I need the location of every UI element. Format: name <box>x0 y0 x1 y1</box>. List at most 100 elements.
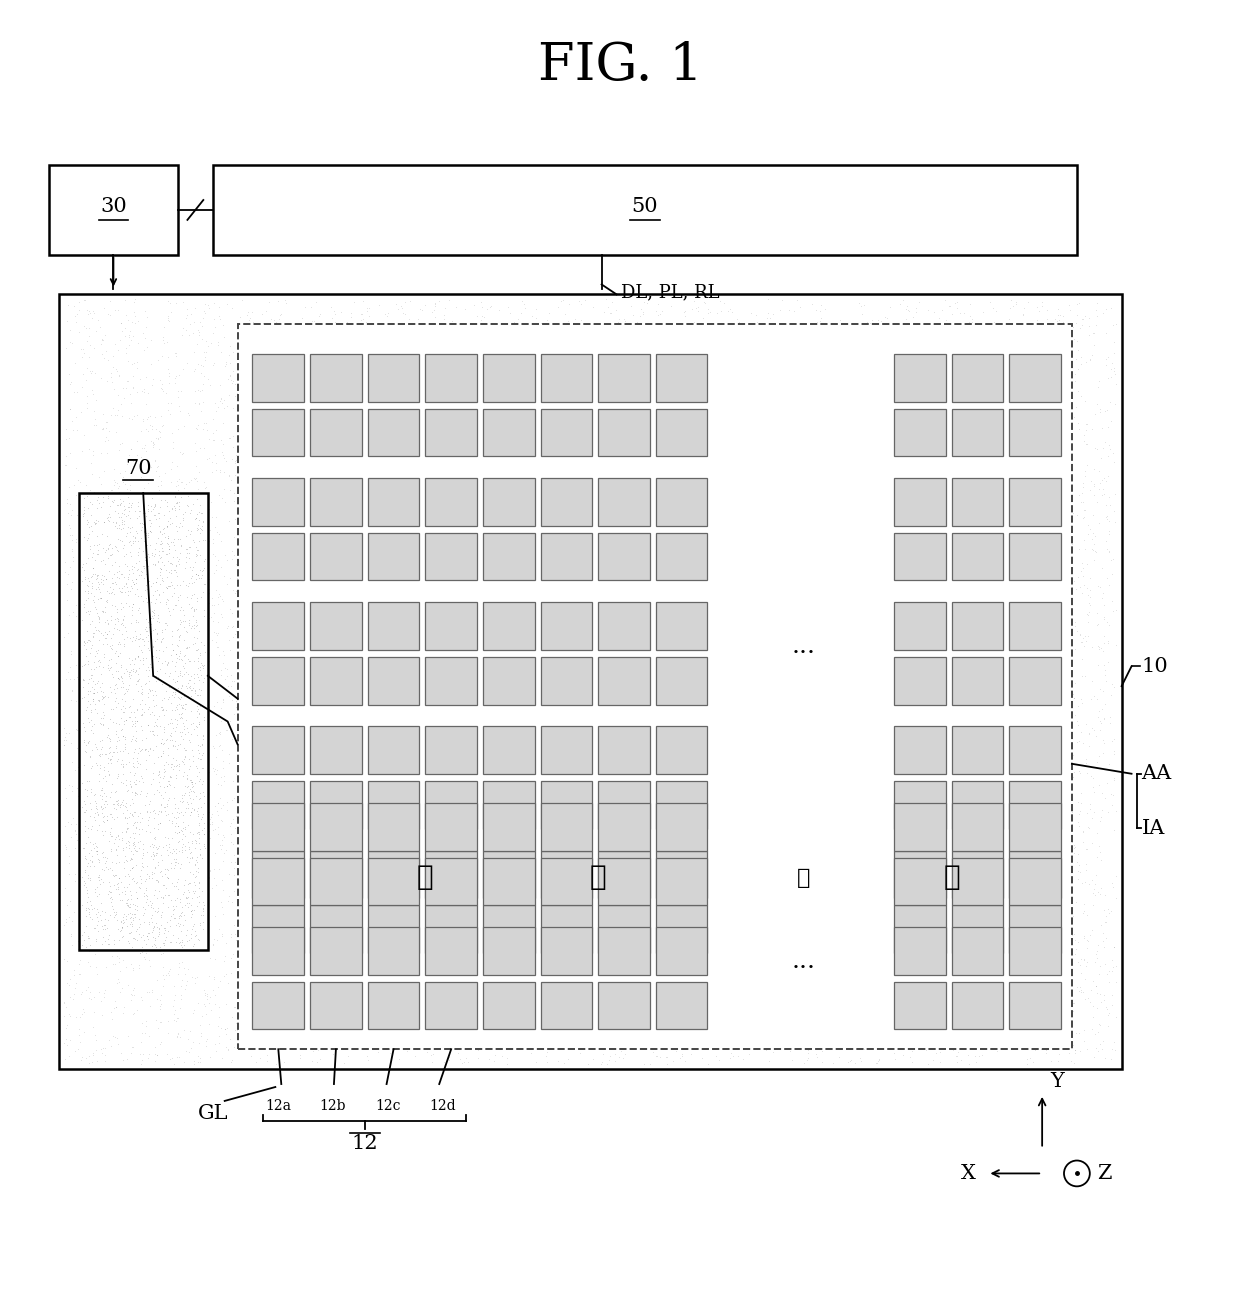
Point <box>787 345 807 366</box>
Point <box>910 757 930 778</box>
Point <box>985 652 1004 673</box>
Point <box>125 801 145 822</box>
Point <box>733 433 753 453</box>
Point <box>445 598 465 619</box>
Point <box>236 704 255 725</box>
Point <box>868 402 888 422</box>
Point <box>83 1043 103 1063</box>
Point <box>208 612 228 633</box>
Point <box>159 506 179 527</box>
Point <box>247 1009 267 1030</box>
Point <box>582 999 601 1019</box>
Point <box>810 682 830 703</box>
Point <box>213 641 233 662</box>
Point <box>511 855 531 876</box>
Point <box>1030 845 1050 866</box>
Point <box>918 933 937 953</box>
Point <box>61 579 81 599</box>
Point <box>122 868 141 889</box>
Point <box>301 1018 321 1039</box>
Point <box>324 663 343 683</box>
Point <box>394 871 414 891</box>
Point <box>76 937 95 957</box>
Point <box>138 499 157 519</box>
Point <box>944 827 963 848</box>
Point <box>165 486 185 506</box>
Point <box>413 784 433 805</box>
Point <box>195 870 215 890</box>
Point <box>326 638 346 659</box>
Point <box>112 828 131 849</box>
Point <box>95 597 115 618</box>
Point <box>1064 767 1084 788</box>
Point <box>74 490 94 510</box>
Point <box>678 381 698 402</box>
Point <box>575 623 595 643</box>
Point <box>603 801 622 822</box>
Point <box>823 969 843 990</box>
Point <box>73 640 93 660</box>
Point <box>487 1006 507 1027</box>
Point <box>636 968 656 988</box>
Point <box>169 629 188 650</box>
Point <box>1001 1022 1021 1043</box>
Point <box>413 793 433 814</box>
Point <box>160 522 180 543</box>
Point <box>526 381 546 402</box>
Point <box>681 974 701 995</box>
Point <box>150 881 170 902</box>
Point <box>166 813 186 833</box>
Point <box>255 646 275 667</box>
Point <box>296 836 316 857</box>
Point <box>379 930 399 951</box>
Point <box>149 584 169 605</box>
Point <box>389 411 409 432</box>
Point <box>1045 379 1065 399</box>
Point <box>170 442 190 463</box>
Point <box>120 1043 140 1063</box>
Point <box>908 422 928 443</box>
Point <box>1013 846 1033 867</box>
Point <box>640 425 660 446</box>
Point <box>978 380 998 401</box>
Point <box>126 767 146 788</box>
Point <box>157 291 177 311</box>
Point <box>1023 623 1043 643</box>
Point <box>190 713 210 734</box>
Point <box>906 941 926 961</box>
Point <box>166 842 186 863</box>
Point <box>188 877 208 898</box>
Point <box>72 610 92 630</box>
Point <box>120 774 140 795</box>
Point <box>544 549 564 570</box>
Point <box>327 983 347 1004</box>
Point <box>425 662 445 682</box>
Point <box>729 774 749 795</box>
Point <box>149 508 169 528</box>
Point <box>646 566 666 587</box>
Point <box>646 1045 666 1066</box>
Point <box>402 652 422 673</box>
Point <box>1104 819 1123 840</box>
Point <box>1080 722 1100 743</box>
Point <box>423 696 443 717</box>
Point <box>154 729 174 749</box>
Point <box>873 598 893 619</box>
Point <box>1038 366 1058 386</box>
Point <box>341 359 361 380</box>
Point <box>577 558 596 579</box>
Point <box>117 796 136 817</box>
Point <box>73 770 93 791</box>
Point <box>146 611 166 632</box>
Point <box>1045 738 1065 758</box>
Point <box>126 721 146 742</box>
Point <box>125 872 145 893</box>
Point <box>396 304 415 324</box>
Point <box>965 662 985 682</box>
Point <box>773 805 792 826</box>
Point <box>192 805 212 826</box>
Point <box>345 292 365 313</box>
Point <box>332 506 352 527</box>
Point <box>624 446 644 466</box>
Point <box>887 707 906 727</box>
